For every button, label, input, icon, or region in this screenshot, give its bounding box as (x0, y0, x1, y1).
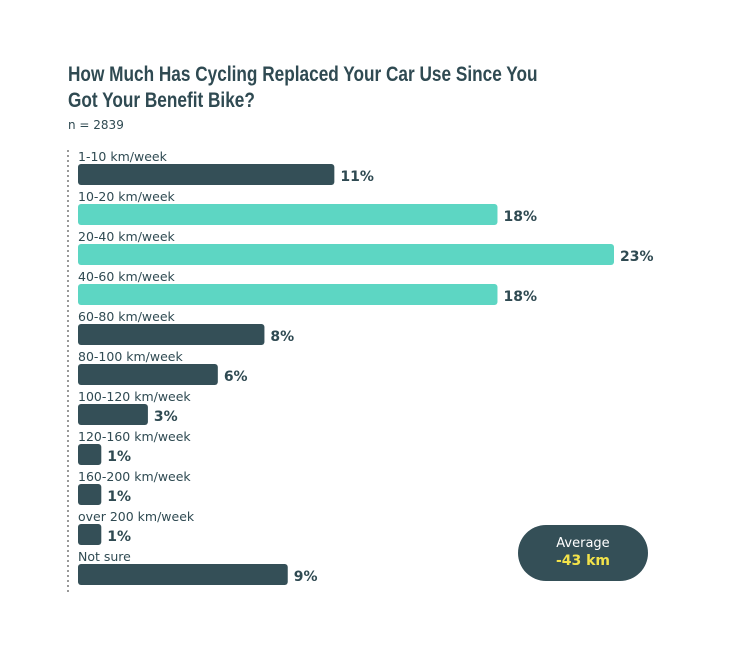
value-label: 1% (107, 489, 131, 505)
category-label: 100-120 km/week (78, 389, 191, 404)
bar (78, 204, 498, 225)
value-label: 18% (503, 289, 537, 305)
value-label: 6% (224, 369, 248, 385)
value-label: 3% (154, 409, 178, 425)
category-label: Not sure (78, 549, 131, 564)
average-label: Average (556, 536, 610, 551)
category-label: 20-40 km/week (78, 229, 176, 244)
category-label: 10-20 km/week (78, 189, 176, 204)
value-label: 18% (503, 209, 537, 225)
bar (78, 564, 288, 585)
bar (78, 404, 148, 425)
bar (78, 164, 335, 185)
bar (78, 244, 614, 265)
category-label: 40-60 km/week (78, 269, 176, 284)
category-label: 80-100 km/week (78, 349, 183, 364)
value-label: 11% (340, 169, 374, 185)
bar (78, 444, 102, 465)
chart-subtitle: n = 2839 (68, 118, 124, 132)
bar (78, 524, 102, 545)
value-label: 8% (270, 329, 294, 345)
bar (78, 364, 218, 385)
value-label: 23% (620, 249, 654, 265)
bar (78, 284, 498, 305)
average-value: -43 km (555, 553, 611, 569)
bar (78, 484, 102, 505)
average-callout: Average -43 km (518, 525, 648, 581)
value-label: 1% (107, 529, 131, 545)
bar (78, 324, 265, 345)
category-label: over 200 km/week (78, 509, 195, 524)
chart-title: How Much Has Cycling Replaced Your Car U… (68, 63, 538, 112)
category-label: 160-200 km/week (78, 469, 191, 484)
value-label: 1% (107, 449, 131, 465)
value-label: 9% (294, 569, 318, 585)
category-label: 60-80 km/week (78, 309, 176, 324)
category-label: 120-160 km/week (78, 429, 191, 444)
category-label: 1-10 km/week (78, 149, 168, 164)
